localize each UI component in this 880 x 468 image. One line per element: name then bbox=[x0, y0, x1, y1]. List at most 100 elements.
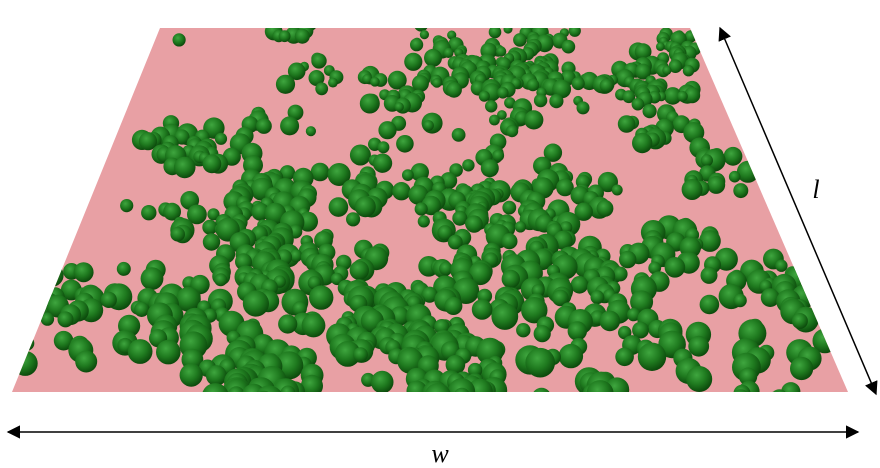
tree-crown bbox=[276, 75, 295, 94]
tree-crown bbox=[396, 135, 414, 153]
tree-crown bbox=[279, 30, 291, 42]
tree-crown bbox=[134, 302, 149, 317]
tree-crown bbox=[418, 215, 430, 227]
tree-crown bbox=[378, 121, 396, 139]
tree-crown bbox=[141, 205, 156, 220]
tree-crown bbox=[569, 12, 582, 25]
tree-crown bbox=[729, 171, 741, 183]
tree-crown bbox=[707, 176, 725, 194]
tree-crown bbox=[682, 179, 703, 200]
tree-crown bbox=[13, 351, 38, 376]
tree-crown bbox=[562, 40, 576, 54]
tree-crown bbox=[802, 265, 824, 287]
tree-crown bbox=[350, 261, 369, 280]
tree-crown bbox=[120, 199, 133, 212]
tree-crown bbox=[485, 100, 497, 112]
tree-crown bbox=[612, 185, 623, 196]
tree-crown bbox=[444, 297, 462, 315]
tree-crown bbox=[701, 267, 718, 284]
tree-crown bbox=[170, 227, 185, 242]
tree-crown bbox=[309, 285, 333, 309]
tree-crown bbox=[615, 348, 634, 367]
tree-crown bbox=[597, 200, 614, 217]
tree-crown bbox=[734, 385, 751, 402]
tree-crown bbox=[16, 274, 31, 289]
tree-crown bbox=[491, 303, 518, 330]
tree-crown bbox=[243, 290, 269, 316]
tree-crown bbox=[535, 19, 545, 29]
tree-crown bbox=[21, 286, 47, 312]
tree-crown bbox=[515, 221, 526, 232]
tree-crown bbox=[156, 340, 181, 365]
tree-crown bbox=[172, 15, 181, 24]
tree-crown bbox=[638, 343, 666, 371]
tree-crown bbox=[513, 33, 527, 47]
tree-crown bbox=[20, 336, 34, 350]
tree-crown bbox=[525, 348, 555, 378]
tree-crown bbox=[280, 116, 299, 135]
tree-crown bbox=[662, 66, 671, 75]
tree-crown bbox=[392, 182, 410, 200]
tree-crown bbox=[489, 26, 502, 39]
tree-crown bbox=[568, 321, 587, 340]
tree-crown bbox=[600, 79, 614, 93]
tree-crown bbox=[256, 118, 272, 134]
tree-crown bbox=[643, 104, 657, 118]
tree-crown bbox=[355, 196, 376, 217]
tree-crown bbox=[295, 29, 310, 44]
width-label: w bbox=[431, 439, 449, 468]
tree-crown bbox=[282, 16, 294, 28]
tree-crown bbox=[704, 29, 719, 44]
tree-crown bbox=[683, 65, 694, 76]
tree-crown bbox=[302, 314, 326, 338]
tree-crown bbox=[215, 133, 227, 145]
tree-crown bbox=[410, 38, 423, 51]
tree-crown bbox=[360, 94, 380, 114]
tree-crown bbox=[665, 257, 686, 278]
tree-crown bbox=[686, 366, 712, 392]
tree-crown bbox=[474, 10, 492, 28]
tree-crown bbox=[214, 273, 227, 286]
tree-crown bbox=[613, 267, 628, 282]
tree-crown bbox=[40, 264, 63, 287]
tree-crown bbox=[279, 7, 293, 21]
tree-crown bbox=[443, 48, 453, 58]
tree-crown bbox=[150, 10, 159, 19]
tree-crown bbox=[502, 270, 520, 288]
tree-crown bbox=[101, 292, 117, 308]
tree-crown bbox=[353, 347, 368, 362]
tree-crown bbox=[805, 279, 824, 298]
tree-crown bbox=[203, 154, 222, 173]
tree-crown bbox=[228, 386, 245, 403]
tree-crown bbox=[677, 91, 688, 102]
tree-crown bbox=[432, 78, 442, 88]
tree-crown bbox=[350, 145, 371, 166]
tree-crown bbox=[16, 289, 37, 310]
tree-crown bbox=[733, 294, 746, 307]
tree-crown bbox=[371, 371, 394, 394]
tree-crown bbox=[632, 98, 645, 111]
forest-diagram: l w bbox=[0, 0, 880, 468]
tree-crown bbox=[559, 344, 583, 368]
tree-crown bbox=[346, 212, 360, 226]
tree-crown bbox=[501, 233, 517, 249]
tree-crown bbox=[632, 133, 652, 153]
tree-crown bbox=[254, 391, 273, 410]
tree-crown bbox=[370, 77, 380, 87]
tree-crown bbox=[266, 10, 282, 26]
length-label: l bbox=[812, 175, 819, 204]
tree-crown bbox=[311, 53, 326, 68]
tree-crown bbox=[472, 299, 493, 320]
tree-crown bbox=[516, 323, 530, 337]
tree-crown bbox=[74, 262, 94, 282]
tree-crown bbox=[202, 220, 217, 235]
tree-crown bbox=[41, 312, 54, 325]
tree-crown bbox=[518, 12, 531, 25]
tree-crown bbox=[462, 159, 474, 171]
tree-crown bbox=[251, 391, 271, 411]
tree-crown bbox=[173, 33, 186, 46]
tree-crown bbox=[297, 11, 311, 25]
tree-crown bbox=[709, 56, 720, 67]
tree-crown bbox=[534, 14, 544, 24]
tree-crown bbox=[701, 154, 713, 166]
